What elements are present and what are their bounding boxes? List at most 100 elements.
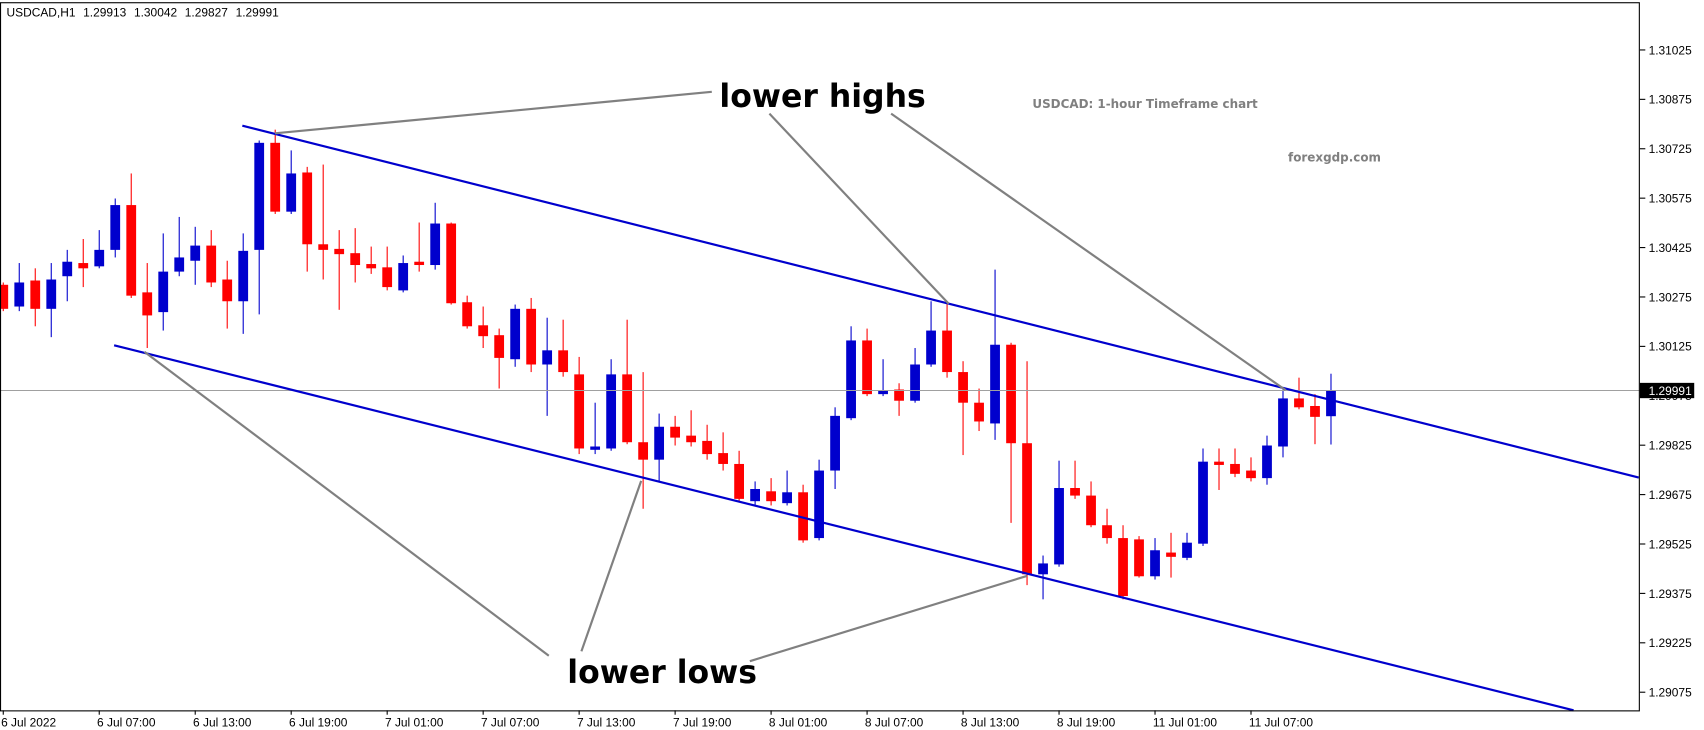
candle-body (382, 267, 393, 288)
x-tick-label: 8 Jul 13:00 (961, 716, 1020, 730)
candle-body (1118, 538, 1128, 597)
x-tick-label: 8 Jul 01:00 (769, 716, 828, 730)
candle-body (1086, 495, 1096, 526)
plot-area (0, 129, 1640, 600)
x-tick-label: 8 Jul 19:00 (1057, 716, 1116, 730)
plot-frame (0, 2, 1640, 712)
symbol: USDCAD,H1 (7, 5, 76, 19)
candle-body (846, 340, 856, 419)
candle-body (350, 253, 361, 266)
candle-body (174, 257, 185, 272)
upper-channel-line (242, 124, 1640, 479)
current-price-box (1639, 382, 1695, 399)
y-tick-label: 1.30575 (1649, 192, 1692, 206)
candle-body (766, 491, 776, 502)
header: USDCAD,H1 1.29913 1.30042 1.29827 1.2999… (7, 5, 280, 19)
current-price-label: 1.29991 (1649, 384, 1692, 398)
y-tick-label: 1.29075 (1649, 686, 1692, 700)
candle-body (910, 364, 920, 401)
y-tick-label: 1.31025 (1649, 43, 1692, 57)
candle-body (1150, 550, 1160, 577)
candle-body (1166, 552, 1176, 557)
candle-body (1214, 461, 1224, 465)
candle-body (462, 302, 473, 327)
x-tick-label: 6 Jul 2022 (1, 716, 56, 730)
candle-body (238, 250, 249, 302)
chart-title: USDCAD: 1-hour Timeframe chart (1032, 97, 1258, 111)
candle-body (718, 453, 729, 464)
header-low: 1.29827 (185, 5, 228, 19)
pointer-line (749, 574, 1028, 663)
candle-body (14, 282, 25, 307)
candle-body (798, 492, 808, 541)
candle-body (750, 488, 760, 502)
candle-body (686, 435, 697, 443)
candle-body (878, 390, 888, 395)
annotation-pointers (143, 90, 1287, 663)
candle-body (302, 172, 313, 245)
candle-body (254, 142, 265, 250)
candle-body (1198, 461, 1208, 544)
candle-body (142, 292, 153, 316)
pointer-line (768, 112, 950, 305)
candle-body (398, 263, 409, 291)
candle-body (1070, 488, 1080, 496)
candle-body (670, 426, 681, 438)
candle-body (782, 492, 792, 504)
candle-body (1246, 470, 1256, 479)
candle-body (862, 340, 872, 395)
candle-body (430, 223, 441, 266)
pointer-line (580, 480, 643, 652)
candle-body (574, 374, 585, 449)
pointer-line (274, 90, 712, 135)
y-tick-label: 1.30275 (1649, 290, 1692, 304)
annotation: lower highs (719, 79, 925, 115)
candle-body (1134, 539, 1144, 577)
candle-body (542, 350, 553, 365)
x-tick-label: 8 Jul 07:00 (865, 716, 924, 730)
candle-body (590, 446, 601, 450)
candle-body (734, 463, 745, 499)
candle-body (366, 264, 377, 269)
candle-body (942, 330, 952, 373)
candle-body (46, 279, 57, 309)
candle-body (1278, 398, 1288, 447)
annotation: lower lows (567, 655, 757, 691)
candle-body (414, 261, 425, 266)
x-tick-label: 7 Jul 01:00 (385, 716, 444, 730)
candle-body (334, 248, 345, 255)
y-tick-label: 1.29225 (1649, 636, 1692, 650)
candle-body (286, 173, 297, 212)
x-tick-label: 6 Jul 13:00 (193, 716, 252, 730)
lower-channel-line (113, 344, 1574, 712)
x-tick-label: 7 Jul 13:00 (577, 716, 636, 730)
candle-body (638, 442, 649, 460)
y-tick-label: 1.30125 (1649, 340, 1692, 354)
candle-body (1262, 445, 1272, 479)
candle-body (894, 389, 904, 401)
header-open: 1.29913 (83, 5, 126, 19)
candle-body (1182, 542, 1192, 558)
candle-body (702, 440, 713, 455)
candle-body (1038, 563, 1048, 575)
candle-body (510, 308, 521, 360)
candle-body (958, 372, 968, 403)
candle-body (126, 205, 137, 296)
candle-body (1054, 488, 1064, 565)
y-tick-label: 1.29675 (1649, 488, 1692, 502)
candle-body (526, 308, 537, 365)
candle-body (318, 244, 329, 250)
candle-body (222, 279, 233, 302)
x-tick-label: 11 Jul 01:00 (1153, 716, 1217, 730)
candle-body (990, 344, 1000, 424)
candle-body (270, 142, 281, 212)
y-tick-label: 1.30725 (1649, 142, 1692, 156)
candle-body (974, 402, 984, 422)
candle-body (78, 263, 89, 269)
candle-body (158, 271, 169, 313)
candle-body (1294, 398, 1304, 408)
candle-body (94, 249, 105, 267)
chart-subtitle: forexgdp.com (1288, 151, 1381, 165)
